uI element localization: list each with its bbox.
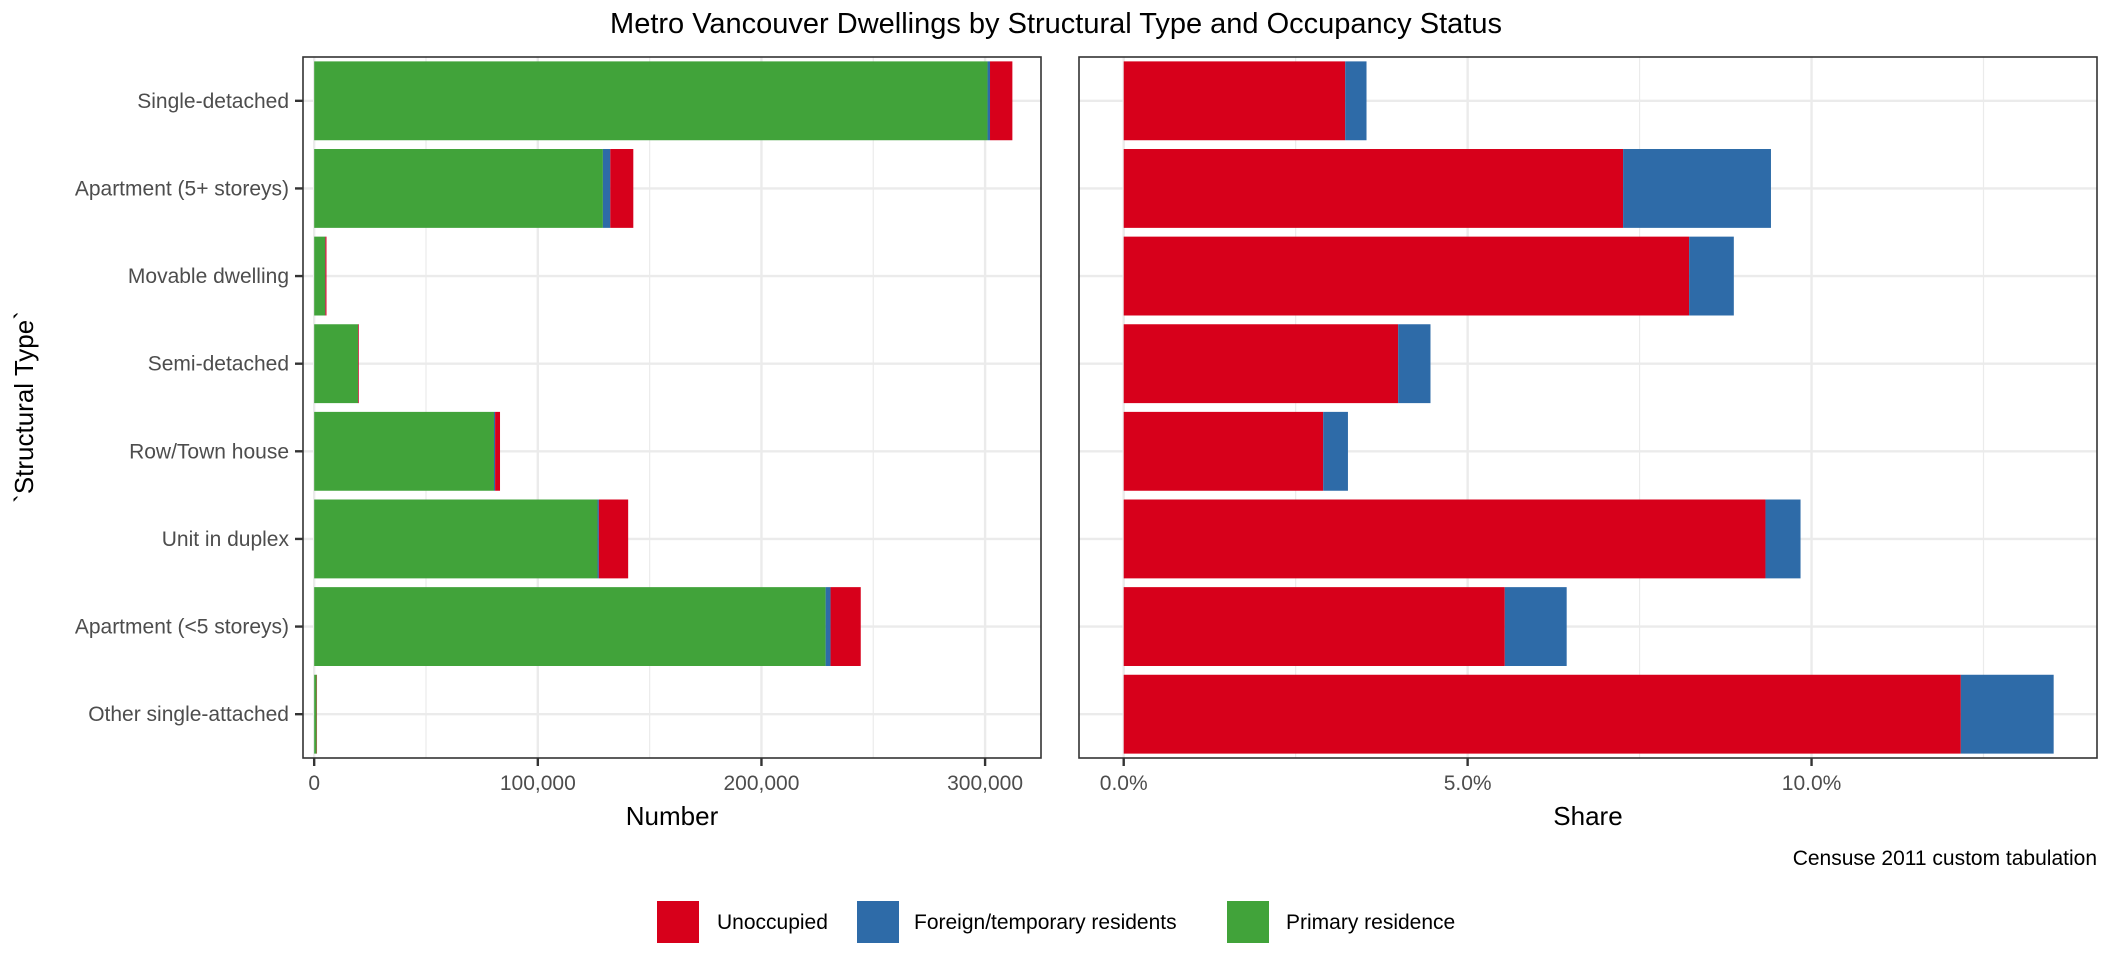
legend-label: Unoccupied (717, 911, 828, 934)
bar-number-semi-detached-primary-residence (314, 324, 359, 404)
legend-label: Primary residence (1286, 911, 1455, 934)
panel-number-bars (314, 61, 1013, 754)
bar-number-unit-in-duplex-foreign-temporary-residents (597, 499, 599, 579)
x-axis-title-share: Share (1553, 801, 1622, 831)
bar-share-unit-in-duplex-unoccupied (1123, 499, 1766, 579)
bar-share-apartment-5-storeys-foreign-temporary-residents (1504, 587, 1567, 666)
bar-number-movable-dwelling-primary-residence (314, 236, 326, 316)
bar-number-apartment-5-storeys-primary-residence (314, 149, 603, 228)
legend-item-primary-residence: Primary residence (1227, 901, 1455, 943)
x-tick-label: 200,000 (723, 772, 799, 795)
bar-number-unit-in-duplex-unoccupied (598, 499, 629, 579)
bar-share-apartment-5-storeys-foreign-temporary-residents (1623, 149, 1771, 228)
bar-number-apartment-5-storeys-unoccupied (610, 149, 634, 228)
legend-key-primary-residence (1227, 901, 1269, 943)
bar-number-apartment-5-storeys-foreign-temporary-residents (825, 587, 831, 666)
bar-share-row-town-house-foreign-temporary-residents (1323, 411, 1348, 491)
bar-number-apartment-5-storeys-foreign-temporary-residents (602, 149, 611, 228)
bar-share-row-town-house-unoccupied (1123, 411, 1324, 491)
legend-key-foreign-temporary-residents (857, 901, 899, 943)
y-axis: Single-detached Apartment (5+ storeys) Mov… (75, 90, 303, 726)
y-tick-label: Other single-attached (88, 703, 289, 726)
bar-share-unit-in-duplex-foreign-temporary-residents (1765, 499, 1801, 579)
bar-share-semi-detached-foreign-temporary-residents (1398, 324, 1431, 404)
x-axis-title-number: Number (626, 801, 719, 831)
panel-share: 0.0% 5.0% 10.0% Share (1078, 56, 2098, 831)
x-tick-label: 5.0% (1444, 772, 1492, 795)
y-tick-label: Unit in duplex (162, 528, 290, 551)
bar-share-semi-detached-unoccupied (1123, 324, 1399, 404)
legend-item-foreign-temporary-residents: Foreign/temporary residents (857, 901, 1177, 943)
x-tick-label: 10.0% (1782, 772, 1842, 795)
bar-number-single-detached-unoccupied (990, 61, 1013, 141)
legend-label: Foreign/temporary residents (914, 911, 1177, 934)
panel-number-border (302, 56, 1042, 759)
x-tick-label: 0 (308, 772, 320, 795)
bar-number-row-town-house-foreign-temporary-residents (493, 411, 496, 491)
y-tick-label: Row/Town house (129, 440, 289, 463)
x-tick-label: 100,000 (500, 772, 576, 795)
panel-share-bars (1123, 61, 2054, 754)
x-tick-label: 300,000 (947, 772, 1023, 795)
y-tick-label: Single-detached (137, 90, 289, 113)
bar-share-single-detached-unoccupied (1123, 61, 1346, 141)
caption: Censuse 2011 custom tabulation (1793, 847, 2097, 870)
bar-number-other-single-attached-primary-residence (314, 674, 317, 754)
bar-number-movable-dwelling-unoccupied (325, 236, 327, 316)
bar-number-apartment-5-storeys-unoccupied (830, 587, 861, 666)
bar-number-single-detached-primary-residence (314, 61, 988, 141)
bar-share-apartment-5-storeys-unoccupied (1123, 149, 1624, 228)
y-tick-label: Movable dwelling (128, 265, 289, 288)
bar-share-other-single-attached-unoccupied (1123, 674, 1961, 754)
panel-number: 0 100,000 200,000 300,000 Single-detached Ap… (75, 56, 1042, 831)
chart-title: Metro Vancouver Dwellings by Structural … (610, 8, 1502, 40)
bar-number-row-town-house-unoccupied (495, 411, 501, 491)
panel-number-x-axis: 0 100,000 200,000 300,000 (308, 758, 1023, 795)
bar-share-movable-dwelling-unoccupied (1123, 236, 1690, 316)
panel-share-border (1078, 56, 2098, 759)
bar-number-unit-in-duplex-primary-residence (314, 499, 598, 579)
bar-number-semi-detached-unoccupied (358, 324, 359, 404)
bar-share-single-detached-foreign-temporary-residents (1345, 61, 1367, 141)
bar-number-row-town-house-primary-residence (314, 411, 494, 491)
y-axis-title: `Structural Type` (9, 311, 39, 503)
panel-share-x-axis: 0.0% 5.0% 10.0% (1100, 758, 1842, 795)
bar-share-movable-dwelling-foreign-temporary-residents (1689, 236, 1734, 316)
y-tick-label: Apartment (5+ storeys) (75, 177, 289, 200)
y-tick-label: Semi-detached (148, 353, 289, 376)
bar-number-single-detached-foreign-temporary-residents (987, 61, 991, 141)
x-tick-label: 0.0% (1100, 772, 1148, 795)
legend: Unoccupied Foreign/temporary residents Pri… (657, 901, 1455, 943)
bar-share-other-single-attached-foreign-temporary-residents (1960, 674, 2054, 754)
legend-key-unoccupied (657, 901, 699, 943)
legend-item-unoccupied: Unoccupied (657, 901, 828, 943)
bar-number-apartment-5-storeys-primary-residence (314, 587, 826, 666)
y-tick-label: Apartment (<5 storeys) (75, 616, 289, 639)
bar-share-apartment-5-storeys-unoccupied (1123, 587, 1505, 666)
